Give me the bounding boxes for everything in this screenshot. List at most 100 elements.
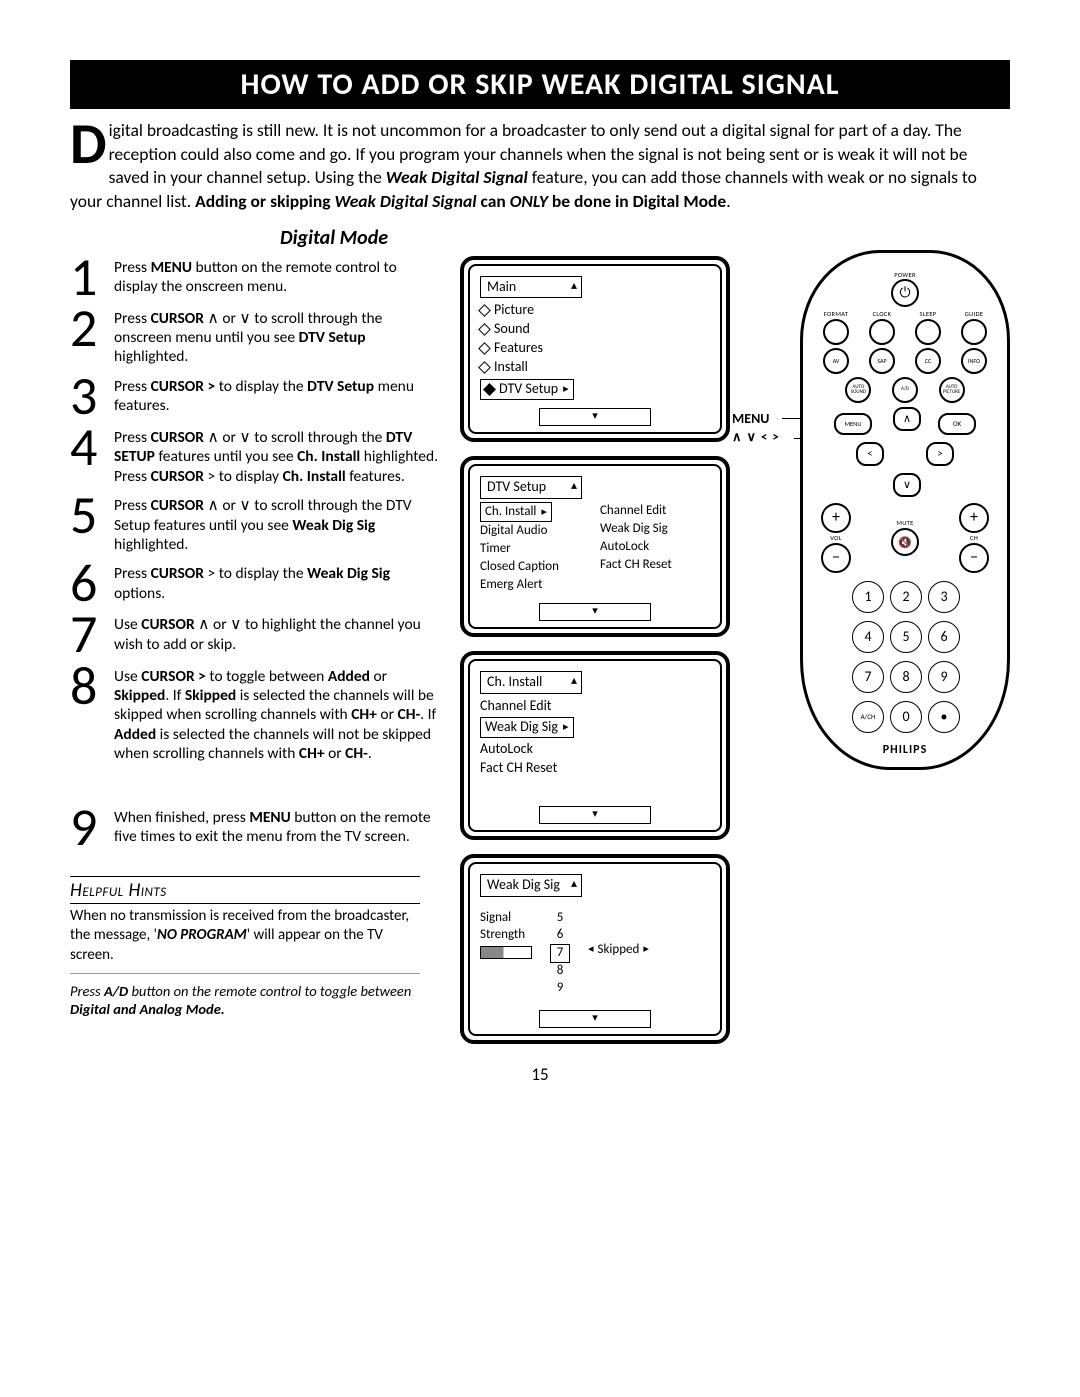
steps-column: 1 Press MENU button on the remote contro… [70, 256, 440, 1045]
numpad-button[interactable]: • [928, 701, 960, 733]
menu-item: Picture [480, 301, 710, 320]
tv-screens-column: Main PictureSoundFeaturesInstall DTV Set… [460, 256, 730, 1045]
tv1-selected: DTV Setup ▸ [480, 379, 574, 400]
status-value: ◂Skipped▸ [588, 941, 649, 959]
hints-title: Helpful Hints [70, 879, 420, 904]
remote-button[interactable] [915, 319, 941, 345]
menu-item: Closed Caption [480, 558, 590, 576]
channel-rocker[interactable]: + CH − [959, 503, 989, 573]
step-number: 4 [70, 426, 114, 469]
hints-note: Press A/D button on the remote control t… [70, 982, 420, 1018]
intro-paragraph: D igital broadcasting is still new. It i… [70, 119, 1010, 214]
step-text: Use CURSOR ∧ or ∨ to highlight the chann… [114, 613, 440, 654]
remote-button-group: GUIDE [961, 310, 987, 345]
remote-button[interactable] [869, 319, 895, 345]
numpad-button[interactable]: 1 [852, 581, 884, 613]
remote-button-group: CLOCK [869, 310, 895, 345]
step: 2 Press CURSOR ∧ or ∨ to scroll through … [70, 307, 440, 367]
step: 5 Press CURSOR ∧ or ∨ to scroll through … [70, 494, 440, 554]
mute-button[interactable]: 🔇 [891, 528, 919, 556]
tv3-selected: Weak Dig Sig ▸ [480, 717, 574, 738]
cursor-up-button[interactable]: ∧ [893, 407, 921, 431]
menu-item: Digital Audio [480, 522, 590, 540]
dpad: MENU OK ∧ ∨ < > [850, 407, 960, 497]
menu-callout-label: MENU [732, 410, 769, 427]
tv3-head: Ch. Install [480, 671, 582, 694]
menu-button[interactable]: MENU [834, 413, 872, 435]
cursor-left-button[interactable]: < [856, 442, 884, 466]
numpad-button[interactable]: 7 [852, 661, 884, 693]
tv2-footer-nav: ▾ [539, 603, 651, 621]
numpad-button[interactable]: 8 [890, 661, 922, 693]
volume-rocker[interactable]: + VOL − [821, 503, 851, 573]
numpad-button[interactable]: 2 [890, 581, 922, 613]
menu-item: Sound [480, 320, 710, 339]
cursor-right-button[interactable]: > [926, 442, 954, 466]
menu-item: Ch. Install ▸ [480, 502, 590, 522]
remote-button[interactable]: AUTOSOUND [845, 377, 871, 403]
remote-button[interactable]: AUTOPICTURE [939, 377, 965, 403]
tv-screen-3: Ch. Install Channel Edit Weak Dig Sig ▸ … [460, 651, 730, 840]
cursor-down-button[interactable]: ∨ [893, 473, 921, 497]
page-title-banner: HOW TO ADD OR SKIP WEAK DIGITAL SIGNAL [70, 60, 1010, 109]
remote-control: POWER FORMATCLOCKSLEEPGUIDE AVSAPCCINFO … [800, 250, 1010, 770]
tv3-footer-nav: ▾ [539, 806, 651, 824]
step-text: When finished, press MENU button on the … [114, 806, 440, 847]
signal-strength-label: SignalStrength [480, 910, 532, 959]
step-number: 1 [70, 256, 114, 299]
remote-button-group: SLEEP [915, 310, 941, 345]
tv-screen-2: DTV Setup Ch. Install ▸Digital AudioTime… [460, 456, 730, 637]
diamond-icon [478, 323, 491, 336]
remote-button[interactable]: INFO [961, 348, 987, 374]
menu-item: Channel Edit [600, 502, 710, 520]
signal-bar [480, 946, 532, 959]
step: 3 Press CURSOR > to display the DTV Setu… [70, 375, 440, 418]
remote-button[interactable]: CC [915, 348, 941, 374]
tv-screen-4: Weak Dig Sig SignalStrength 56789 ◂Skipp… [460, 854, 730, 1044]
diamond-icon [483, 383, 496, 396]
menu-item: Fact CH Reset [600, 556, 710, 574]
numpad-button[interactable]: 6 [928, 621, 960, 653]
step: 9 When finished, press MENU button on th… [70, 806, 440, 849]
step-number: 8 [70, 665, 114, 708]
power-button[interactable] [891, 279, 919, 307]
numpad-button[interactable]: 4 [852, 621, 884, 653]
intro-body: igital broadcasting is still new. It is … [70, 119, 977, 212]
remote-button[interactable]: SAP [869, 348, 895, 374]
digital-mode-heading: Digital Mode [280, 226, 1010, 250]
numpad-button[interactable]: 9 [928, 661, 960, 693]
remote-button[interactable] [823, 319, 849, 345]
menu-item: Channel Edit [480, 697, 710, 716]
menu-item: AutoLock [600, 538, 710, 556]
remote-button-group: FORMAT [823, 310, 849, 345]
menu-item: AutoLock [480, 740, 710, 759]
step-number: 5 [70, 494, 114, 537]
step-number: 2 [70, 307, 114, 350]
channel-number: 9 [557, 980, 564, 997]
step-text: Press CURSOR > to display the Weak Dig S… [114, 562, 440, 603]
hints-body: When no transmission is received from th… [70, 907, 420, 975]
numpad-button[interactable]: 5 [890, 621, 922, 653]
remote-button[interactable] [961, 319, 987, 345]
step: 6 Press CURSOR > to display the Weak Dig… [70, 562, 440, 605]
diamond-icon [478, 304, 491, 317]
step-text: Press CURSOR > to display the DTV Setup … [114, 375, 440, 416]
step: 4 Press CURSOR ∧ or ∨ to scroll through … [70, 426, 440, 486]
numpad-button[interactable]: A/CH [852, 701, 884, 733]
menu-item: Fact CH Reset [480, 759, 710, 778]
remote-button[interactable]: AV [823, 348, 849, 374]
step-number: 3 [70, 375, 114, 418]
step-number: 9 [70, 806, 114, 849]
page-number: 15 [70, 1064, 1010, 1085]
remote-button[interactable]: A/D [892, 377, 918, 403]
menu-item: Timer [480, 540, 590, 558]
helpful-hints-box: Helpful Hints When no transmission is re… [70, 879, 420, 1019]
numpad-button[interactable]: 0 [890, 701, 922, 733]
power-label: POWER [817, 271, 993, 279]
menu-item: Weak Dig Sig [600, 520, 710, 538]
channel-number: 5 [557, 910, 564, 927]
diamond-icon [478, 361, 491, 374]
numpad-button[interactable]: 3 [928, 581, 960, 613]
step: 8 Use CURSOR > to toggle between Added o… [70, 665, 440, 764]
ok-button[interactable]: OK [938, 413, 976, 435]
